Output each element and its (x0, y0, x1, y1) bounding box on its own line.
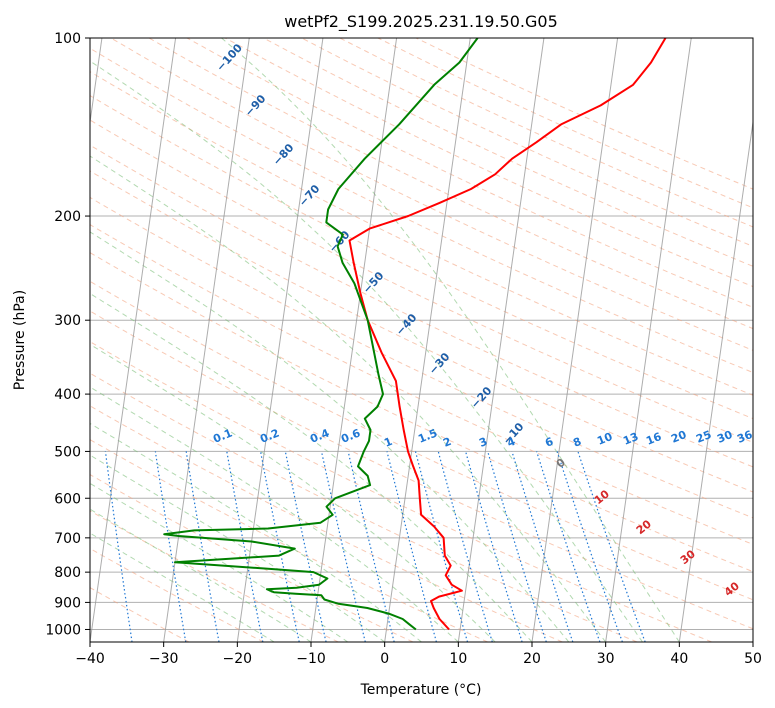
dry-adiabat-line (90, 47, 753, 374)
mixing-ratio-line (437, 451, 493, 642)
moist-adiabat-line (90, 60, 643, 642)
moist-adiabat-line (90, 343, 496, 642)
mixing-ratio-label: 8 (571, 435, 583, 450)
dry-adiabat-line (90, 224, 753, 545)
plot-area: 0.1 0.2 0.4 0.6 1 1.5 2 3 4 6 8 10 13 16 20 25 30 36−100−… (90, 38, 754, 642)
x-tick-label: 30 (597, 651, 615, 667)
plot-frame (89, 37, 754, 643)
mixing-ratio-line (386, 451, 437, 642)
moist-adiabat-line (90, 454, 385, 642)
mixing-ratio-line (487, 451, 547, 642)
isotherm-line (384, 38, 471, 642)
moist-adiabat-line (221, 38, 680, 642)
dewpoint-profile-line (163, 38, 479, 631)
chart-title: wetPf2_S199.2025.231.19.50.G05 (284, 12, 558, 32)
x-tick-label: −30 (149, 651, 179, 667)
moist-adiabat-line (90, 508, 312, 642)
y-tick-label: 900 (54, 595, 81, 611)
isotherm-line (678, 118, 753, 642)
x-tick-label: 50 (744, 651, 762, 667)
isotherm-line (90, 38, 177, 642)
x-tick-label: −40 (75, 651, 105, 667)
dry-adiabat-line (90, 196, 753, 519)
x-axis-label: Temperature (°C) (360, 682, 482, 698)
dry-adiabat-line (90, 439, 488, 642)
mixing-ratio-line (577, 451, 646, 642)
isotherm-line (457, 38, 545, 642)
dry-adiabat-line (90, 405, 563, 642)
mixing-ratio-line (104, 451, 133, 642)
isotherm-line (605, 38, 692, 642)
mixing-ratio-line (414, 451, 469, 642)
dry-adiabat-line (90, 510, 339, 642)
y-tick-label: 100 (54, 31, 81, 47)
moist-adiabat-line (90, 292, 533, 642)
mixing-ratio-line (320, 451, 366, 642)
dry-adiabat-line (90, 144, 753, 468)
y-axis-ticks: 100 200 300 400 500 600 700 800 900 1000 (45, 31, 90, 638)
y-tick-label: 700 (54, 531, 81, 547)
mixing-ratio-label: 10 (595, 430, 614, 448)
moist-adiabat-line (90, 532, 275, 642)
mixing-ratio-label: 20 (669, 428, 688, 446)
isotherm-line (310, 38, 398, 642)
x-tick-label: 40 (670, 651, 688, 667)
mixing-ratio-label: 25 (694, 428, 713, 446)
mixing-ratio-label: 36 (735, 428, 754, 446)
y-tick-label: 800 (54, 565, 81, 581)
x-axis-ticks: −40 −30 −20 −10 0 10 20 30 40 50 (75, 642, 762, 667)
mixing-ratio-line (536, 451, 601, 642)
mixing-ratio-line (154, 451, 187, 642)
x-tick-label: −20 (223, 651, 253, 667)
temperature-profile-line (348, 38, 667, 631)
isotherm-line (531, 38, 619, 642)
y-tick-label: 1000 (45, 622, 81, 638)
y-tick-label: 500 (54, 444, 81, 460)
mixing-ratio-line (511, 451, 574, 642)
isotherm-line (163, 38, 250, 642)
isotherms (90, 38, 753, 642)
mixing-ratio-label: 30 (715, 428, 734, 446)
mixing-ratio-label: 16 (644, 430, 663, 448)
dry-adiabat-line (186, 38, 753, 308)
y-tick-label: 400 (54, 387, 81, 403)
mixing-ratio-line (556, 451, 623, 642)
y-tick-label: 600 (54, 491, 81, 507)
y-tick-label: 300 (54, 313, 81, 329)
mixing-ratio-label: 1 (382, 435, 394, 450)
sounding-profiles (163, 38, 667, 631)
x-tick-label: 0 (380, 651, 389, 667)
mixing-ratio-line (284, 451, 327, 642)
moist-adiabat-line (90, 422, 422, 642)
mixing-ratio-label: 3 (477, 435, 489, 450)
moist-adiabats (90, 38, 680, 642)
dry-adiabat-line (90, 372, 638, 642)
y-axis-label: Pressure (hPa) (12, 290, 28, 390)
mixing-ratio-line (347, 451, 395, 642)
x-tick-label: 20 (523, 651, 541, 667)
moist-adiabat-line (90, 231, 570, 642)
mixing-ratio-label: 2 (441, 435, 453, 450)
y-tick-label: 200 (54, 209, 81, 225)
mixing-ratio-label: 13 (621, 430, 640, 448)
mixing-ratio-line (465, 451, 523, 642)
x-tick-label: 10 (449, 651, 467, 667)
moist-adiabat-line (90, 482, 349, 642)
mixing-ratio-lines (104, 451, 646, 642)
x-tick-label: −10 (296, 651, 326, 667)
dry-adiabat-line (90, 310, 753, 630)
dry-adiabat-line (90, 94, 753, 420)
dry-adiabat-line (90, 547, 264, 642)
